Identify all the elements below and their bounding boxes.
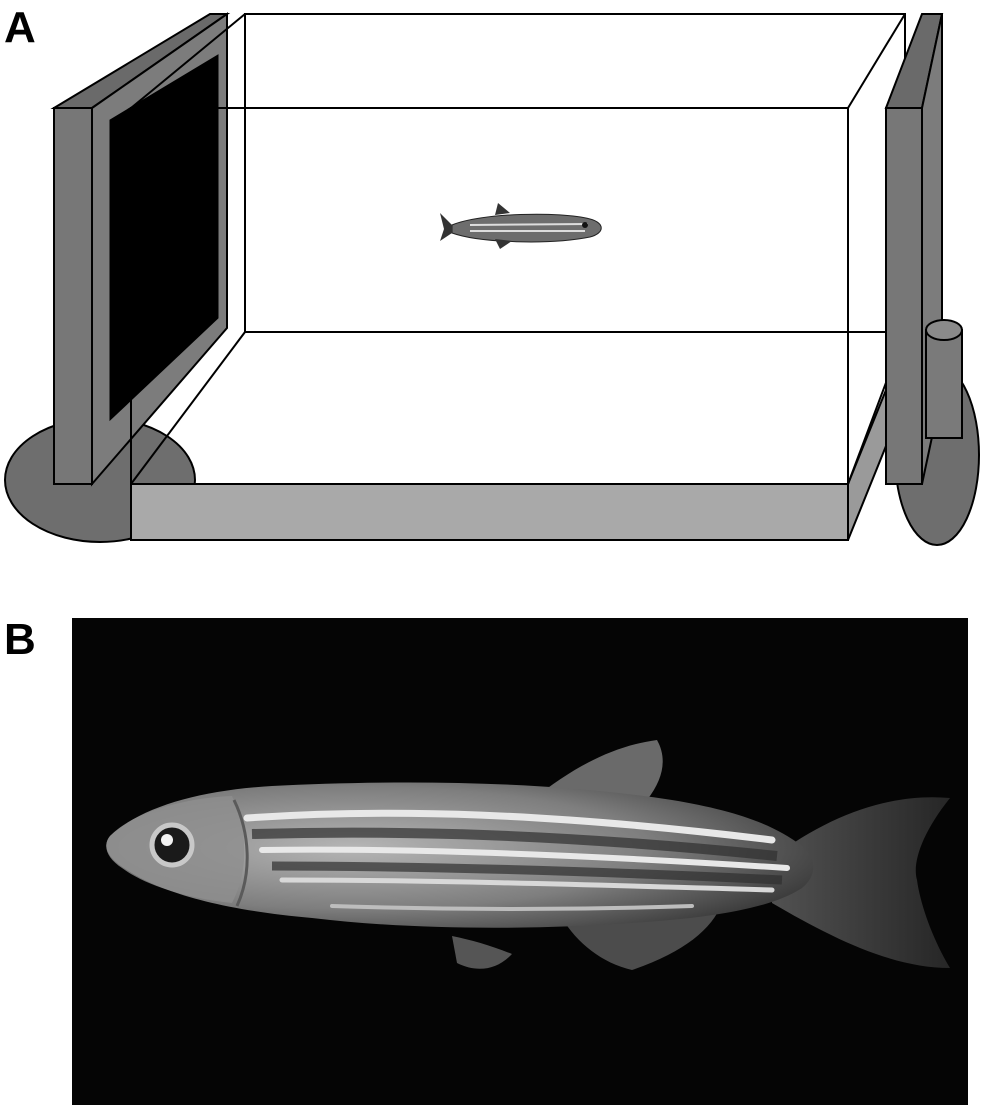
panel-label-b: B [4, 615, 36, 664]
stripe-3 [279, 877, 775, 893]
tank-base-side [847, 389, 887, 541]
tank [130, 13, 906, 541]
stripe-4 [330, 904, 694, 911]
panel-label-a: A [4, 3, 36, 52]
dorsal-fin [532, 740, 663, 800]
fish-eye [149, 822, 195, 868]
panel-b-photo [72, 618, 968, 1105]
caudal-fin [772, 797, 950, 968]
panel-a-diagram [4, 12, 980, 546]
zebrafish-large [106, 740, 950, 970]
stripe-2 [259, 846, 790, 871]
pelvic-fin [452, 936, 512, 969]
tank-base-front [130, 483, 849, 541]
zebrafish-small [440, 203, 602, 249]
left-monitor-screen [109, 54, 219, 422]
stripe-1 [243, 809, 776, 844]
right-monitor [884, 13, 963, 485]
left-monitor [50, 12, 231, 487]
